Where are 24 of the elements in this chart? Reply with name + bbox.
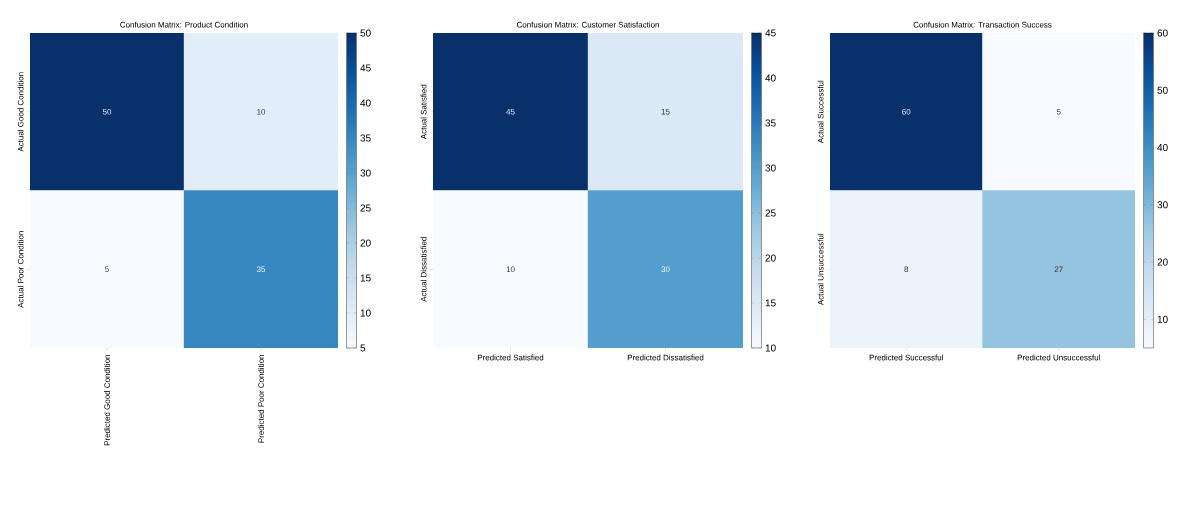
color-bar-label: 20 bbox=[765, 254, 776, 262]
color-bar-label: 60 bbox=[1157, 29, 1168, 37]
color-bar-label: 5 bbox=[360, 344, 366, 352]
color-bar-label: 20 bbox=[1157, 258, 1168, 266]
color-bar-label: 20 bbox=[360, 239, 371, 247]
color-bar-label: 50 bbox=[360, 29, 371, 37]
color-bar-label: 10 bbox=[765, 344, 776, 352]
color-bar-label: 35 bbox=[765, 119, 776, 127]
color-bar-label: 15 bbox=[765, 299, 776, 307]
color-bar-label: 15 bbox=[360, 274, 371, 282]
color-bar-label: 45 bbox=[360, 64, 371, 72]
color-bar-label: 40 bbox=[1157, 144, 1168, 152]
color-bar-label: 40 bbox=[765, 74, 776, 82]
color-bar-label: 30 bbox=[1157, 201, 1168, 209]
color-bar-label: 30 bbox=[360, 169, 371, 177]
color-bar-label: 25 bbox=[360, 204, 371, 212]
color-bar-label: 45 bbox=[765, 29, 776, 37]
color-bar-label: 25 bbox=[765, 209, 776, 217]
color-bar-label: 40 bbox=[360, 99, 371, 107]
color-bar-label: 50 bbox=[1157, 86, 1168, 94]
color-bar-label: 35 bbox=[360, 134, 371, 142]
color-bar-label: 10 bbox=[360, 309, 371, 317]
color-bar-label: 30 bbox=[765, 164, 776, 172]
color-bar-label: 10 bbox=[1157, 315, 1168, 323]
